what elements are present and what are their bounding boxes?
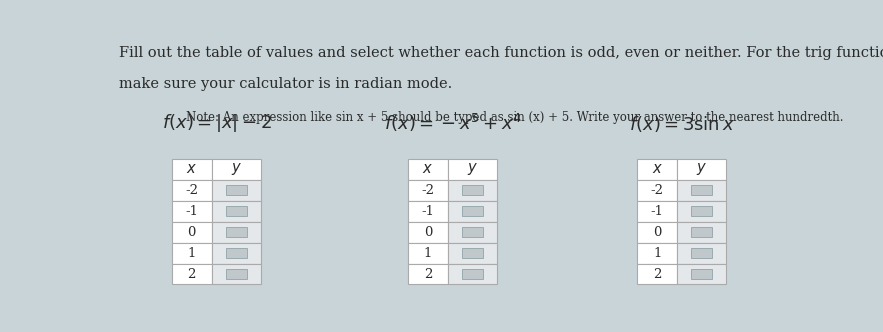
Bar	[677, 221, 727, 243]
Text: $x$: $x$	[652, 162, 663, 176]
Bar	[408, 201, 448, 221]
Text: $f(x) = -x^5 + x^4$: $f(x) = -x^5 + x^4$	[383, 112, 522, 134]
Bar	[691, 206, 712, 216]
Bar	[172, 180, 212, 201]
Bar	[638, 221, 677, 243]
Bar	[212, 159, 261, 180]
Bar	[448, 180, 497, 201]
Bar	[638, 201, 677, 221]
Text: 2: 2	[653, 268, 661, 281]
Text: -2: -2	[651, 184, 664, 197]
Bar	[448, 159, 497, 180]
Bar	[212, 201, 261, 221]
Text: Note: An expression like sin x + 5 should be typed as sin (x) + 5. Write your an: Note: An expression like sin x + 5 shoul…	[185, 112, 843, 124]
Text: 2: 2	[187, 268, 196, 281]
Text: Fill out the table of values and select whether each function is odd, even or ne: Fill out the table of values and select …	[118, 46, 883, 60]
Bar	[172, 201, 212, 221]
Text: $x$: $x$	[422, 162, 434, 176]
Bar	[212, 264, 261, 285]
Text: $y$: $y$	[467, 161, 478, 177]
Bar	[462, 227, 483, 237]
Bar	[172, 264, 212, 285]
Bar	[691, 248, 712, 258]
Bar	[226, 248, 246, 258]
Bar	[172, 221, 212, 243]
Bar	[408, 159, 448, 180]
Bar	[226, 227, 246, 237]
Bar	[226, 269, 246, 279]
Text: 0: 0	[653, 225, 661, 239]
Bar	[691, 269, 712, 279]
Bar	[462, 185, 483, 196]
Bar	[212, 221, 261, 243]
Bar	[462, 248, 483, 258]
Bar	[408, 180, 448, 201]
Text: -1: -1	[651, 205, 664, 217]
Text: -2: -2	[185, 184, 199, 197]
Bar	[226, 206, 246, 216]
Bar	[677, 264, 727, 285]
Text: -1: -1	[421, 205, 434, 217]
Text: 0: 0	[187, 225, 196, 239]
Bar	[677, 159, 727, 180]
Bar	[172, 243, 212, 264]
Text: 1: 1	[424, 247, 432, 260]
Bar	[638, 243, 677, 264]
Text: 0: 0	[424, 225, 432, 239]
Bar	[448, 243, 497, 264]
Bar	[691, 185, 712, 196]
Bar	[638, 159, 677, 180]
Bar	[408, 221, 448, 243]
Text: 1: 1	[187, 247, 196, 260]
Bar	[212, 243, 261, 264]
Bar	[408, 243, 448, 264]
Text: $x$: $x$	[186, 162, 198, 176]
Bar	[448, 221, 497, 243]
Bar	[677, 201, 727, 221]
Bar	[677, 243, 727, 264]
Text: $y$: $y$	[230, 161, 242, 177]
Bar	[408, 264, 448, 285]
Text: $f(x) = |x| - 2$: $f(x) = |x| - 2$	[162, 113, 271, 134]
Bar	[638, 180, 677, 201]
Bar	[638, 264, 677, 285]
Text: 1: 1	[653, 247, 661, 260]
Bar	[212, 180, 261, 201]
Bar	[462, 206, 483, 216]
Text: -1: -1	[185, 205, 199, 217]
Bar	[172, 159, 212, 180]
Bar	[448, 264, 497, 285]
Text: $f(x) = 3\sin x$: $f(x) = 3\sin x$	[629, 115, 735, 134]
Bar	[691, 227, 712, 237]
Bar	[462, 269, 483, 279]
Text: make sure your calculator is in radian mode.: make sure your calculator is in radian m…	[118, 77, 452, 91]
Text: $y$: $y$	[696, 161, 707, 177]
Text: -2: -2	[421, 184, 434, 197]
Bar	[677, 180, 727, 201]
Bar	[448, 201, 497, 221]
Text: 2: 2	[424, 268, 432, 281]
Bar	[226, 185, 246, 196]
